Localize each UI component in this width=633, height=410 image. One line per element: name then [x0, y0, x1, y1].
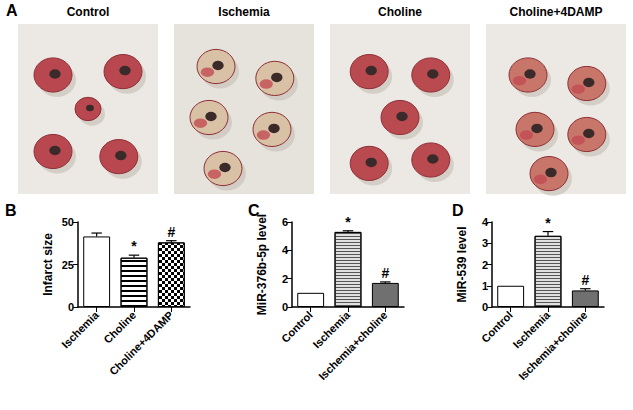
- svg-text:0: 0: [482, 301, 488, 313]
- svg-text:6: 6: [282, 216, 288, 228]
- svg-text:Ischemia: Ischemia: [218, 5, 270, 19]
- svg-text:MiR-376b-5p level: MiR-376b-5p level: [255, 214, 269, 315]
- svg-text:MiR-539 level: MiR-539 level: [455, 226, 469, 302]
- svg-text:50: 50: [62, 216, 74, 228]
- svg-text:*: *: [545, 215, 551, 231]
- svg-text:Ischemia+choline: Ischemia+choline: [316, 309, 389, 382]
- svg-text:#: #: [167, 224, 175, 240]
- svg-text:#: #: [381, 265, 389, 281]
- svg-text:Ischemia+choline: Ischemia+choline: [516, 309, 589, 382]
- svg-text:C: C: [248, 201, 260, 219]
- svg-text:*: *: [345, 214, 351, 230]
- svg-text:Choline+4DAMP: Choline+4DAMP: [509, 5, 602, 19]
- svg-text:Choline: Choline: [101, 309, 138, 346]
- svg-text:4: 4: [482, 216, 489, 228]
- svg-text:2: 2: [282, 273, 288, 285]
- svg-text:25: 25: [62, 259, 74, 271]
- svg-text:Control: Control: [479, 309, 515, 345]
- svg-text:4: 4: [282, 244, 289, 256]
- svg-text:#: #: [581, 272, 589, 288]
- svg-text:1: 1: [482, 280, 488, 292]
- svg-text:Control: Control: [279, 309, 315, 345]
- svg-text:0: 0: [68, 301, 74, 313]
- svg-text:2: 2: [482, 259, 488, 271]
- svg-text:0: 0: [282, 301, 288, 313]
- svg-text:Choline+4DAMP: Choline+4DAMP: [107, 309, 176, 378]
- svg-text:*: *: [131, 238, 137, 254]
- svg-text:Control: Control: [67, 5, 110, 19]
- svg-text:Choline: Choline: [378, 5, 422, 19]
- svg-text:D: D: [452, 202, 464, 219]
- svg-text:B: B: [5, 202, 17, 219]
- svg-text:A: A: [6, 2, 18, 19]
- svg-text:Ischemia: Ischemia: [59, 308, 101, 350]
- svg-text:3: 3: [482, 237, 488, 249]
- svg-text:Infarct size: Infarct size: [41, 233, 55, 296]
